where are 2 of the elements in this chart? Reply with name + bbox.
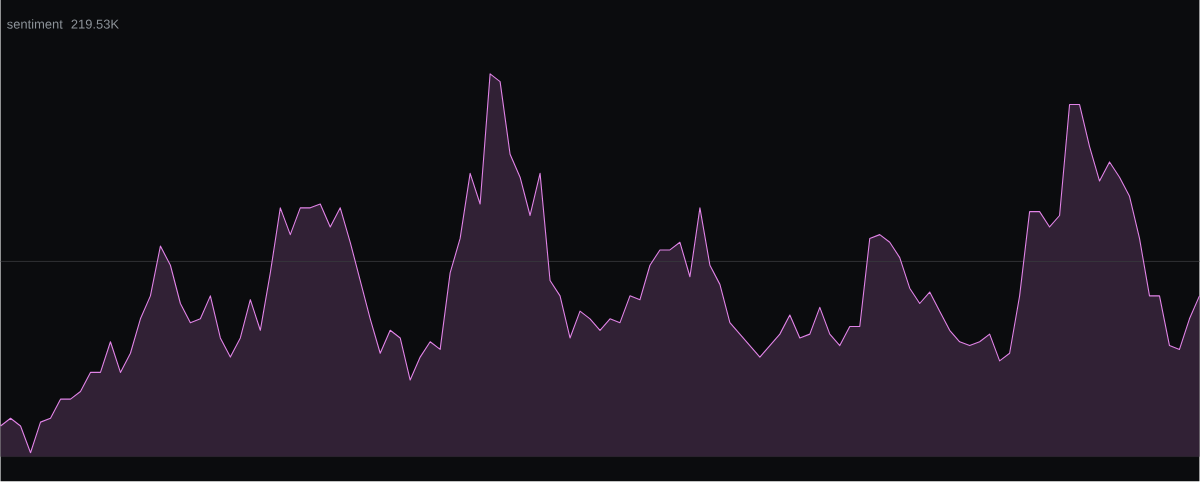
chart-subtitle: 219.53K	[71, 19, 119, 29]
chart-title: sentiment	[7, 19, 63, 29]
